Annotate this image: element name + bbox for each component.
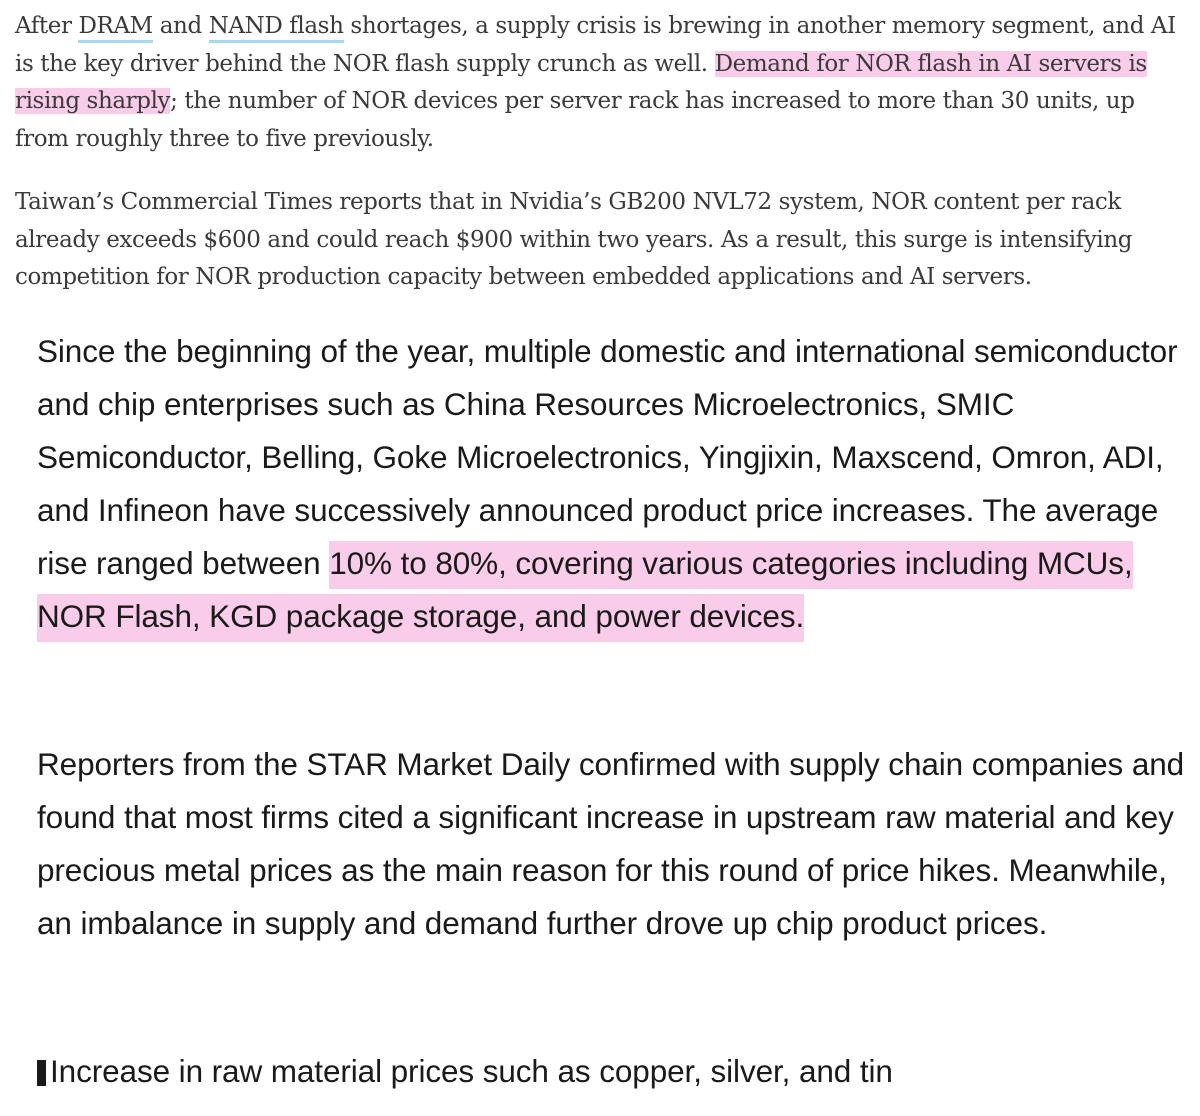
- nand-flash-link[interactable]: NAND flash: [208, 13, 344, 43]
- section-heading-text: Increase in raw material prices such as …: [50, 1053, 893, 1089]
- price-increase-text: Since the beginning of the year, multipl…: [37, 333, 1178, 581]
- intro-text-b: and: [152, 13, 209, 39]
- commercial-times-paragraph: Taiwan’s Commercial Times reports that i…: [15, 189, 1133, 290]
- heading-bar-marker: [37, 1060, 46, 1086]
- intro-text-d: ; the number of NOR devices per server r…: [15, 88, 1135, 152]
- star-market-paragraph: Reporters from the STAR Market Daily con…: [37, 746, 1185, 941]
- intro-text-a: After: [15, 13, 79, 39]
- intro-text-c: shortages, a supply crisis is brewing in…: [15, 13, 1176, 77]
- price-increase-paragraph: Since the beginning of the year, multipl…: [37, 325, 1187, 643]
- dram-link[interactable]: DRAM: [78, 13, 153, 43]
- intro-paragraph: After DRAM and NAND flash shortages, a s…: [15, 8, 1187, 158]
- section-heading: Increase in raw material prices such as …: [37, 1045, 1187, 1098]
